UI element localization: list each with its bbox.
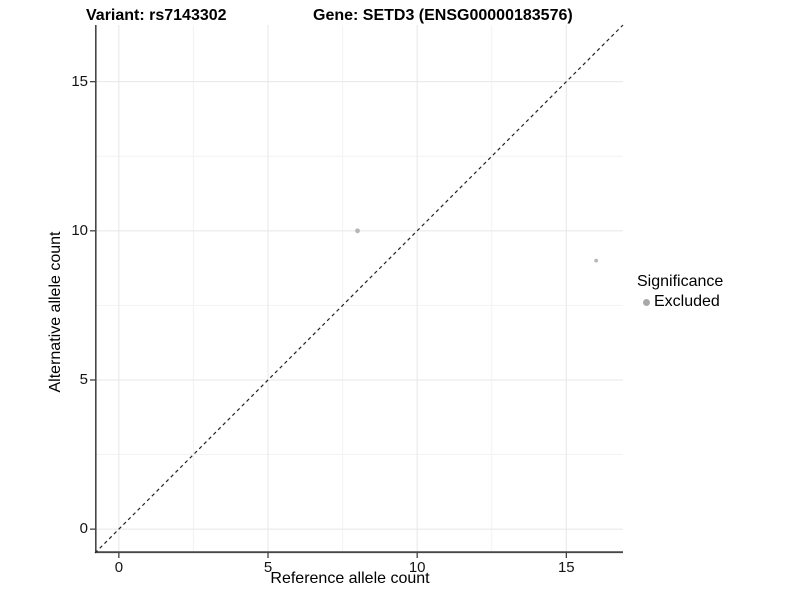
identity-line	[94, 24, 624, 554]
data-point	[355, 228, 360, 234]
data-point	[594, 258, 599, 263]
y-tick-label: 15	[71, 72, 88, 90]
x-tick-label: 15	[557, 559, 575, 576]
gene-title: Gene: SETD3 (ENSG00000183576)	[313, 7, 573, 24]
plot-canvas	[90, 24, 624, 558]
legend-item-label: Excluded	[654, 293, 720, 310]
legend-point-icon	[643, 298, 650, 306]
x-tick-label: 0	[114, 559, 124, 576]
y-tick-label: 10	[71, 221, 88, 239]
x-tick-label: 10	[408, 559, 426, 576]
legend-title: Significance	[637, 273, 724, 290]
legend-item: Excluded	[637, 293, 723, 311]
legend: Significance Excluded	[637, 272, 723, 311]
plot-panel: 0 5 10 15 0 5 10 15	[71, 24, 624, 576]
x-tick-label: 5	[263, 559, 273, 576]
y-tick-label: 5	[79, 370, 88, 388]
y-tick-label: 0	[79, 520, 88, 538]
x-axis-title: Reference allele count	[270, 570, 430, 587]
variant-title: Variant: rs7143302	[86, 7, 227, 24]
y-axis-title: Alternative allele count	[47, 231, 64, 393]
